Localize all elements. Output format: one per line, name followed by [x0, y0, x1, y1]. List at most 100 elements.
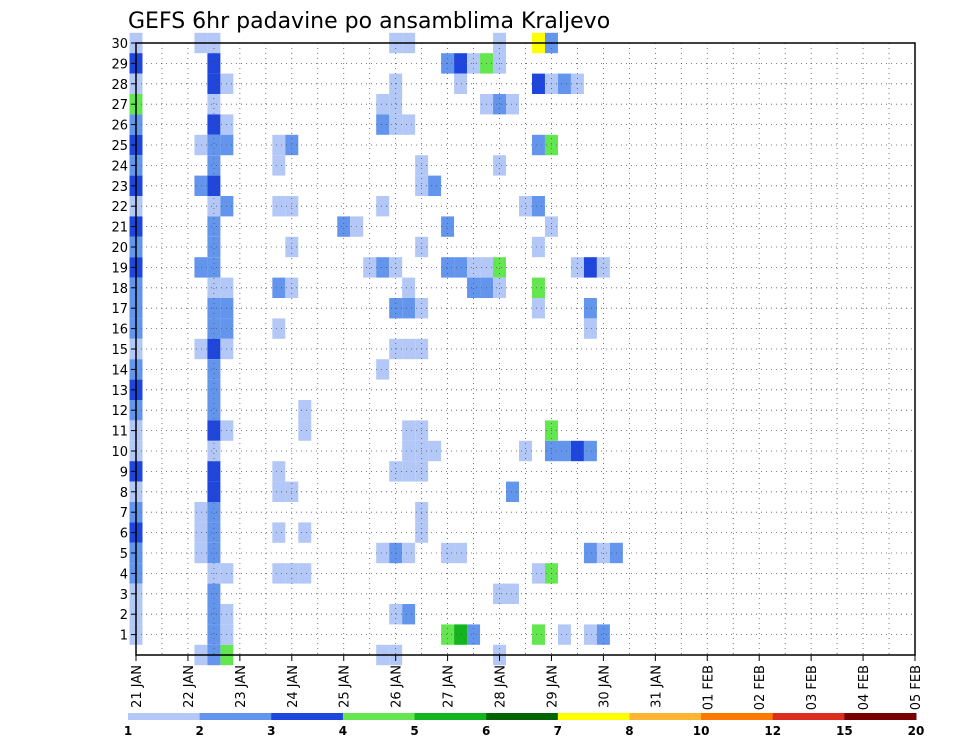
heat-cell: [376, 196, 390, 217]
heat-cell: [298, 420, 312, 441]
heat-cell: [596, 257, 610, 278]
heat-cell: [207, 216, 221, 237]
x-tick-label: 22 JAN: [182, 665, 197, 708]
heat-cell: [194, 175, 208, 196]
heat-cell: [402, 461, 416, 482]
heat-cell: [194, 257, 208, 278]
cells-layer: [129, 32, 623, 666]
x-tick-label: 04 FEB: [857, 665, 872, 710]
heat-cell: [207, 461, 221, 482]
heat-cell: [298, 522, 312, 543]
heat-cell: [298, 400, 312, 421]
heat-cell: [207, 400, 221, 421]
heat-cell: [272, 134, 286, 156]
heat-cell: [441, 624, 455, 645]
x-tick-label: 26 JAN: [390, 665, 405, 708]
colorbar-segment: [557, 713, 630, 720]
colorbar-label: 4: [339, 724, 347, 738]
y-tick-label: 15: [111, 343, 128, 358]
heat-cell: [207, 359, 221, 380]
y-tick-label: 27: [111, 98, 128, 113]
heat-cell: [441, 216, 455, 237]
colorbar-segment: [629, 713, 702, 720]
heat-cell: [207, 134, 221, 156]
heat-cell: [531, 298, 545, 319]
y-tick-label: 30: [111, 37, 128, 52]
heat-cell: [207, 94, 221, 115]
y-tick-label: 1: [120, 629, 128, 644]
heat-cell: [402, 338, 416, 360]
y-tick-label: 29: [111, 57, 128, 72]
heat-cell: [583, 318, 597, 339]
x-tick-label: 01 FEB: [701, 665, 716, 710]
y-tick-label: 26: [111, 119, 128, 134]
colorbar-label: 6: [482, 724, 490, 738]
colorbar-segment: [271, 713, 344, 720]
heat-cell: [402, 440, 416, 462]
y-tick-label: 19: [111, 261, 128, 276]
x-axis-ticks: 21 JAN 22 JAN 23 JAN 24 JAN 25 JAN 26 JAN 27 J…: [130, 655, 924, 710]
heat-cell: [376, 257, 390, 278]
y-tick-label: 10: [111, 445, 128, 460]
heat-cell: [207, 481, 221, 502]
heat-cell: [583, 440, 597, 462]
heat-cell: [557, 440, 571, 462]
heat-cell: [402, 298, 416, 319]
heat-cell: [531, 236, 545, 258]
colorbar-segment: [199, 713, 272, 720]
y-tick-label: 5: [120, 547, 128, 562]
heat-cell: [272, 318, 286, 339]
heat-cell: [583, 257, 597, 278]
heat-cell: [583, 542, 597, 564]
x-tick-label: 03 FEB: [805, 665, 820, 710]
y-tick-label: 28: [111, 78, 128, 93]
heat-cell: [454, 257, 468, 278]
colorbar-segment: [701, 713, 774, 720]
heat-cell: [207, 502, 221, 523]
heat-cell: [454, 542, 468, 564]
heat-cell: [272, 522, 286, 543]
heat-cell: [428, 440, 442, 462]
heat-cell: [207, 277, 221, 298]
colorbar-segment: [414, 713, 487, 720]
heat-cell: [376, 542, 390, 564]
heat-cell: [506, 94, 520, 115]
y-tick-label: 21: [111, 221, 128, 236]
heat-cell: [207, 522, 221, 543]
colorbar-segment: [342, 713, 416, 720]
heat-cell: [519, 440, 532, 462]
heat-cell: [194, 542, 208, 564]
heat-cell: [272, 196, 286, 217]
heat-cell: [207, 604, 221, 625]
heat-cell: [454, 53, 468, 74]
heat-cell: [207, 420, 221, 441]
colorbar-label: 8: [625, 724, 633, 738]
heat-cell: [272, 563, 286, 584]
heat-cell: [454, 624, 468, 645]
x-tick-label: 31 JAN: [649, 665, 664, 708]
heat-cell: [596, 624, 610, 645]
heat-cell: [467, 624, 481, 645]
heat-cell: [194, 134, 208, 156]
y-tick-label: 18: [111, 282, 128, 297]
y-tick-label: 22: [111, 200, 128, 215]
y-axis-ticks: 1234567891011121314151617181920212223242…: [111, 37, 136, 644]
heat-cell: [531, 73, 545, 94]
heat-cell: [402, 542, 416, 564]
heat-cell: [194, 338, 208, 360]
y-tick-label: 11: [111, 425, 128, 440]
heat-cell: [519, 196, 532, 217]
x-tick-label: 05 FEB: [909, 665, 924, 710]
heat-cell: [506, 583, 520, 604]
heat-cell: [583, 624, 597, 645]
heat-cell: [389, 114, 403, 135]
heat-cell: [337, 216, 351, 237]
heat-cell: [402, 277, 416, 298]
y-tick-label: 25: [111, 139, 128, 154]
heat-cell: [531, 277, 545, 298]
y-tick-label: 9: [120, 465, 128, 480]
x-tick-label: 23 JAN: [234, 665, 249, 708]
heat-cell: [272, 155, 286, 176]
heat-cell: [298, 563, 312, 584]
